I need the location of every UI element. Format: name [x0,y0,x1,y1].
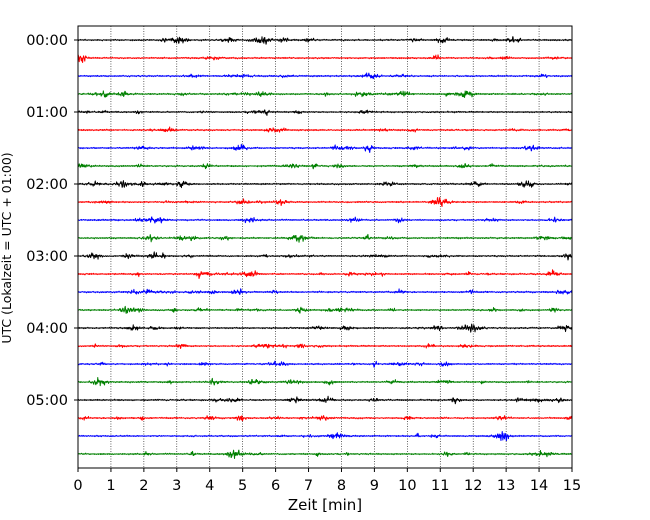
y-tick-label-0: 00:00 [26,33,68,49]
seismogram-trace-2 [77,72,573,80]
y-tick-label-4: 04:00 [26,321,68,337]
seismogram-trace-22 [77,431,573,441]
seismogram-trace-9 [77,197,573,207]
seismogram-trace-21 [77,415,573,422]
x-tick-label-14: 14 [530,478,548,494]
y-axis-label: UTC (Lokalzeit = UTC + 01:00) [0,152,14,343]
seismogram-trace-11 [77,233,573,243]
x-tick-label-1: 1 [106,478,115,494]
x-tick-label-15: 15 [563,478,581,494]
x-tick-label-6: 6 [271,478,280,494]
x-tick-label-5: 5 [238,478,247,494]
x-tick-label-12: 12 [464,478,482,494]
x-tick-label-3: 3 [172,478,181,494]
seismogram-trace-1 [77,54,573,63]
y-tick-label-5: 05:00 [26,393,68,409]
seismogram-trace-7 [77,163,573,170]
seismogram-trace-12 [77,251,573,261]
seismogram-trace-19 [77,377,573,387]
x-axis-label: Zeit [min] [288,496,362,514]
y-tick-label-2: 02:00 [26,177,68,193]
x-axis-ticks: 0 1 2 3 4 5 6 7 8 9 10 11 12 13 14 15 [73,468,581,494]
axes-frame [77,25,573,469]
y-tick-label-1: 01:00 [26,105,68,121]
seismogram-trace-3 [77,90,573,98]
seismogram-trace-23 [77,449,573,459]
seismogram-trace-6 [77,143,573,153]
seismogram-trace-8 [77,180,573,189]
seismogram-trace-5 [77,126,573,133]
seismogram-traces [77,36,573,459]
seismogram-trace-15 [77,305,573,314]
x-tick-label-2: 2 [139,478,148,494]
x-tick-label-4: 4 [205,478,214,494]
seismogram-trace-20 [77,395,573,405]
x-tick-label-9: 9 [370,478,379,494]
x-tick-label-7: 7 [304,478,313,494]
seismogram-trace-0 [77,36,573,45]
x-tick-label-10: 10 [398,478,416,494]
x-tick-label-11: 11 [431,478,449,494]
seismogram-trace-17 [77,343,573,349]
x-tick-label-13: 13 [497,478,515,494]
seismogram-trace-16 [77,323,573,333]
seismogram-trace-10 [77,216,573,224]
seismogram-trace-13 [77,269,573,279]
x-tick-label-0: 0 [73,478,82,494]
x-tick-label-8: 8 [337,478,346,494]
seismogram-trace-14 [77,288,573,295]
grid-lines [110,26,540,468]
y-axis-ticks: 00:00 01:00 02:00 03:00 04:00 05:00 [26,33,78,409]
seismogram-trace-4 [77,109,573,116]
y-tick-label-3: 03:00 [26,249,68,265]
seismogram-trace-18 [77,360,573,368]
